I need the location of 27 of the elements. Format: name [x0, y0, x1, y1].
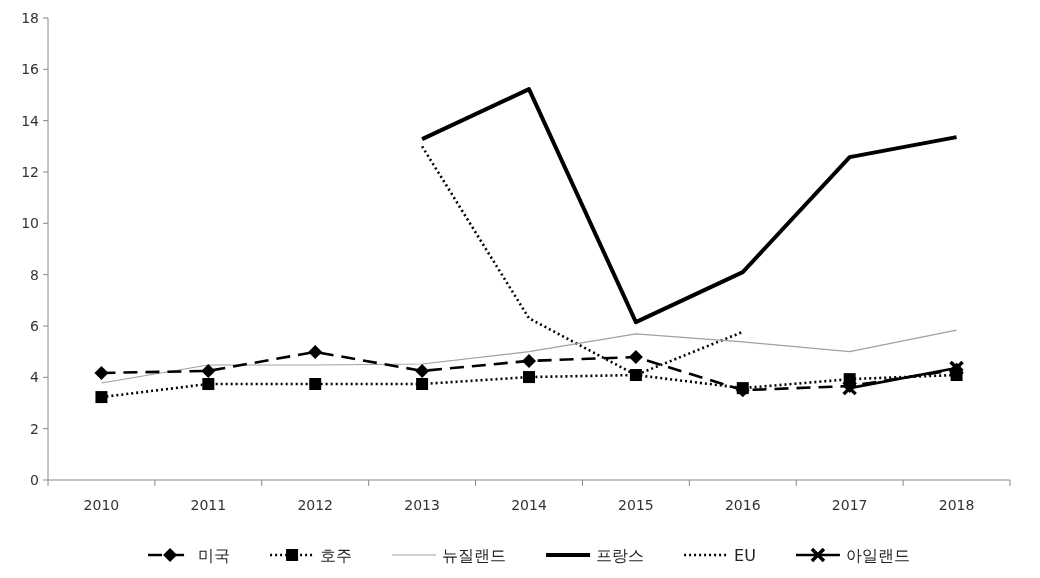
x-tick-label: 2014 — [511, 497, 547, 513]
y-tick-label: 12 — [21, 164, 39, 180]
legend-label: EU — [734, 546, 756, 565]
y-tick-label: 2 — [30, 420, 39, 437]
legend-label: 미국 — [198, 546, 231, 565]
x-tick-label: 2018 — [938, 497, 975, 513]
y-tick-label: 18 — [21, 10, 39, 26]
y-tick-label: 10 — [21, 215, 39, 232]
line-series — [420, 87, 959, 325]
line-series — [100, 329, 958, 384]
legend-label: 호주 — [320, 546, 353, 565]
y-tick-label: 0 — [30, 472, 39, 488]
y-tick-label: 14 — [21, 112, 40, 129]
x-tick-label: 2015 — [618, 497, 654, 513]
y-tick-label: 8 — [30, 266, 39, 283]
y-tick-label: 16 — [21, 61, 40, 78]
y-tick-label: 6 — [30, 318, 40, 334]
x-tick-label: 2012 — [297, 497, 334, 513]
y-tick-label: 4 — [30, 369, 40, 386]
x-tick-label: 2011 — [190, 497, 227, 513]
legend-label: 프랑스 — [596, 546, 645, 565]
x-tick-label: 2017 — [831, 497, 868, 513]
legend-label: 뉴질랜드 — [442, 546, 507, 565]
x-tick-label: 2013 — [404, 497, 440, 513]
legend-label: 아일랜드 — [845, 546, 910, 565]
x-tick-label: 2016 — [724, 497, 761, 513]
x-tick-label: 2010 — [83, 497, 120, 513]
